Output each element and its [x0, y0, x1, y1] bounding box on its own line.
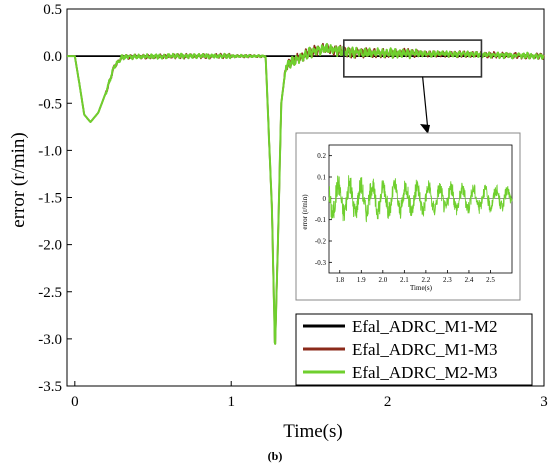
- main-x-tick-label: 2: [384, 394, 392, 410]
- inset-series-group: [328, 175, 513, 223]
- zoom-arrow-head: [420, 124, 430, 134]
- main-x-tick-label: 0: [71, 394, 79, 410]
- inset-x-tick-label: 2.1: [400, 276, 409, 284]
- inset-x-tick-label: 2.5: [486, 276, 495, 284]
- inset-background: [295, 132, 521, 301]
- main-y-tick-label: -2.0: [38, 238, 62, 254]
- legend-label-m1-m3: Efal_ADRC_M1-M3: [352, 340, 497, 359]
- zoom-region-box: [343, 39, 483, 78]
- inset-plot: 0.2 0.1 0 -0.1 -0.2 -0.3 1.8 1.9 2.0 2.1 2.2 2.3 2.…: [295, 132, 521, 301]
- main-y-tick-label: -1.5: [38, 191, 62, 207]
- main-x-axis-label: Time(s): [283, 421, 342, 442]
- main-x-tick-label: 3: [540, 394, 548, 410]
- main-y-tick-label: -3.0: [38, 332, 62, 348]
- inset-y-tick-label: 0.1: [317, 174, 326, 182]
- inset-series-line: [328, 175, 513, 223]
- main-x-tick-label: 1: [227, 394, 235, 410]
- main-series-line-3: [66, 42, 545, 345]
- main-y-tick-label: -0.5: [38, 96, 62, 112]
- inset-x-axis-label: Time(s): [410, 284, 433, 292]
- main-y-tick-label: -2.5: [38, 285, 62, 301]
- legend: Efal_ADRC_M1-M2 Efal_ADRC_M1-M3 Efal_ADR…: [295, 313, 533, 386]
- inset-y-axis-label: error (r/min): [301, 194, 309, 230]
- inset-x-tick-label: 2.0: [378, 276, 387, 284]
- zoom-arrow-line: [422, 76, 429, 132]
- inset-y-tick-label: -0.1: [315, 216, 327, 224]
- legend-label-m1-m2: Efal_ADRC_M1-M2: [352, 317, 497, 336]
- inset-x-tick-label: 2.4: [465, 276, 474, 284]
- inset-x-ticks: 1.8 1.9 2.0 2.1 2.2 2.3 2.4 2.5: [335, 270, 495, 284]
- inset-y-tick-label: -0.2: [315, 238, 327, 246]
- inset-x-tick-label: 1.8: [335, 276, 344, 284]
- inset-y-tick-label: -0.3: [315, 259, 327, 267]
- main-y-axis-label: error (r/min): [8, 132, 29, 227]
- main-extras: [343, 39, 483, 134]
- inset-y-ticks: 0.2 0.1 0 -0.1 -0.2 -0.3: [315, 152, 332, 267]
- inset-y-tick-label: 0: [323, 195, 327, 203]
- main-series-group: [66, 42, 545, 345]
- main-y-tick-label: 0.0: [43, 49, 62, 65]
- main-y-ticks: 0.5 0.0 -0.5 -1.0 -1.5 -2.0 -2.5 -3.0 -3.5: [38, 2, 72, 395]
- main-y-tick-label: 0.5: [43, 2, 62, 18]
- legend-label-m2-m3: Efal_ADRC_M2-M3: [352, 363, 497, 382]
- figure-caption: (b): [268, 449, 283, 463]
- inset-x-tick-label: 2.3: [443, 276, 452, 284]
- inset-plot-frame: [328, 144, 513, 274]
- main-x-ticks: 0 1 2 3: [71, 381, 548, 410]
- main-y-tick-label: -3.5: [38, 379, 62, 395]
- inset-x-tick-label: 1.9: [357, 276, 366, 284]
- inset-y-tick-label: 0.2: [317, 152, 326, 160]
- main-y-tick-label: -1.0: [38, 143, 62, 159]
- inset-x-tick-label: 2.2: [422, 276, 431, 284]
